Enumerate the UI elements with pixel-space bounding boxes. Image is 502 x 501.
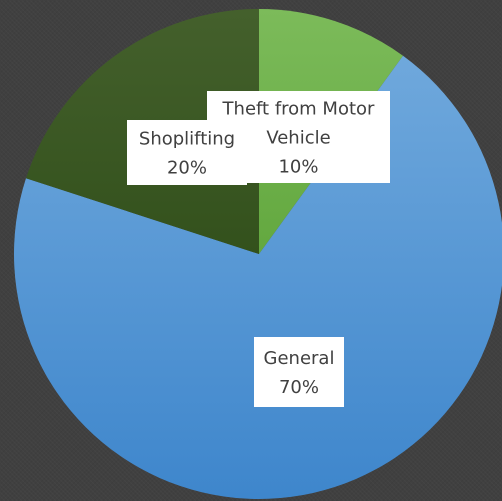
data-label-shoplifting: Shoplifting 20%	[127, 120, 247, 185]
data-label-category: Shoplifting	[139, 129, 235, 150]
data-label-box	[254, 337, 344, 407]
pie-slices	[14, 9, 502, 499]
data-label-category: General	[264, 348, 335, 369]
data-label-percent: 70%	[279, 377, 319, 398]
data-label-box	[127, 120, 247, 185]
pie-data-labels: Theft from Motor Vehicle 10% General 70% Shop…	[127, 91, 390, 407]
data-label-percent: 10%	[278, 157, 318, 178]
data-label-category: Theft from Motor	[222, 99, 376, 120]
data-label-percent: 20%	[167, 158, 207, 179]
data-label-general: General 70%	[254, 337, 344, 407]
data-label-category: Vehicle	[266, 128, 330, 149]
